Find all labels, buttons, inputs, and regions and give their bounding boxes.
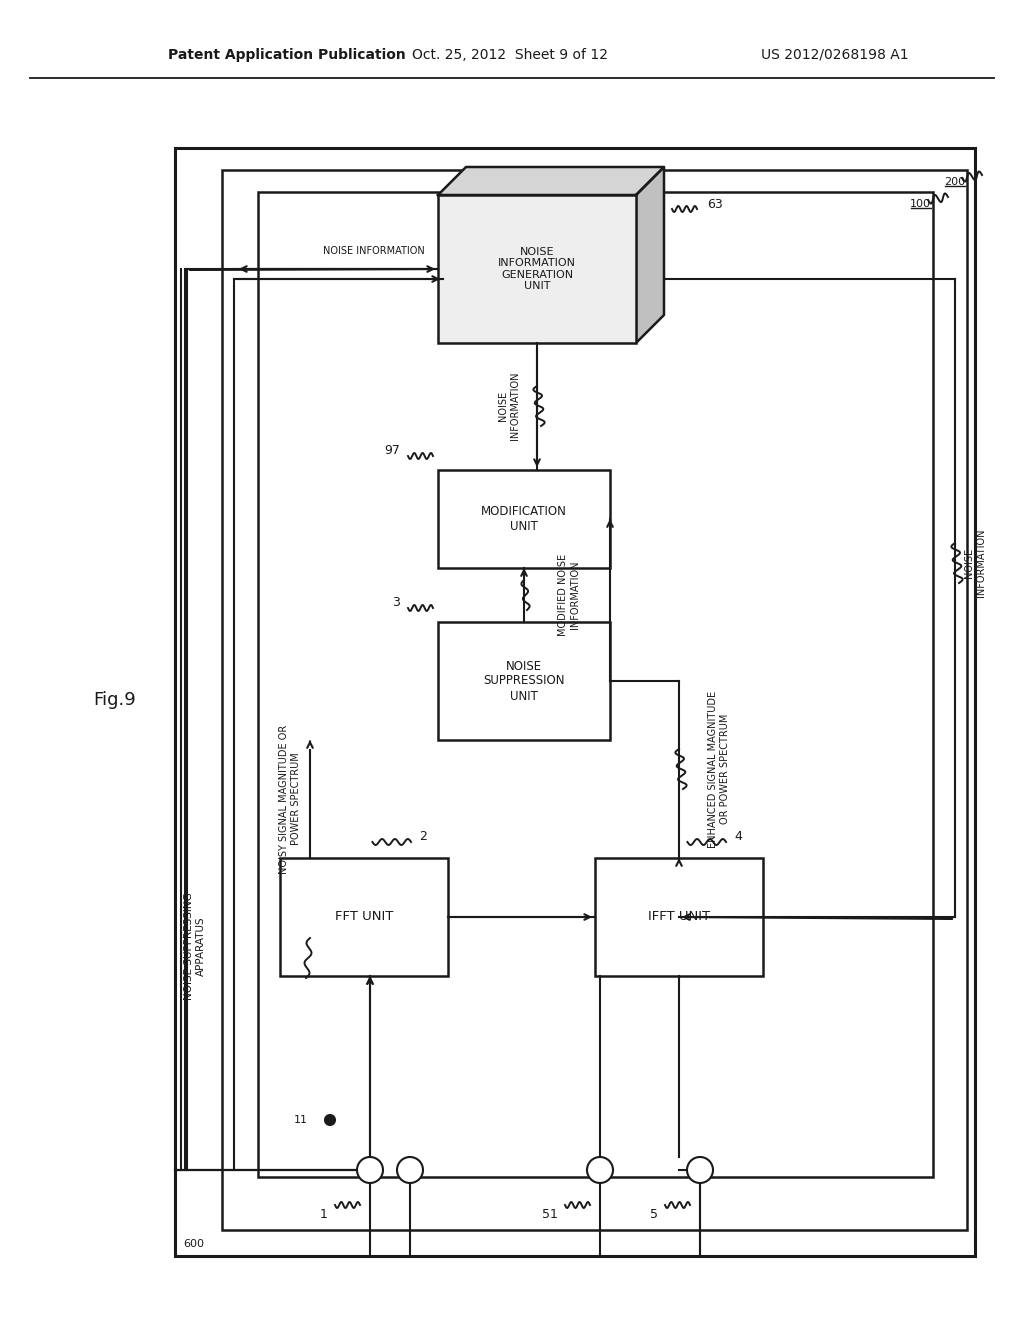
Text: NOISE
SUPPRESSION
UNIT: NOISE SUPPRESSION UNIT xyxy=(483,660,565,702)
Text: MODIFIED NOISE
INFORMATION: MODIFIED NOISE INFORMATION xyxy=(558,554,580,636)
Text: 200: 200 xyxy=(944,177,965,187)
Polygon shape xyxy=(438,168,664,195)
Circle shape xyxy=(687,1158,713,1183)
Text: 2: 2 xyxy=(420,829,427,842)
Text: 100: 100 xyxy=(910,199,931,209)
Text: Oct. 25, 2012  Sheet 9 of 12: Oct. 25, 2012 Sheet 9 of 12 xyxy=(412,48,608,62)
Circle shape xyxy=(325,1115,335,1125)
Text: 51: 51 xyxy=(542,1208,558,1221)
Text: 63: 63 xyxy=(707,198,723,211)
Polygon shape xyxy=(636,168,664,343)
Bar xyxy=(595,858,763,975)
Text: NOISE
INFORMATION
GENERATION
UNIT: NOISE INFORMATION GENERATION UNIT xyxy=(498,247,575,292)
Text: 11: 11 xyxy=(294,1115,308,1125)
Bar xyxy=(438,470,610,568)
Text: NOISY SIGNAL MAGNITUDE OR
POWER SPECTRUM: NOISY SIGNAL MAGNITUDE OR POWER SPECTRUM xyxy=(280,725,301,874)
Text: 5: 5 xyxy=(650,1208,658,1221)
Bar xyxy=(438,622,610,741)
Circle shape xyxy=(357,1158,383,1183)
Text: NOISE
INFORMATION: NOISE INFORMATION xyxy=(499,372,520,441)
Bar xyxy=(175,148,975,1257)
Text: 97: 97 xyxy=(384,444,400,457)
Bar xyxy=(258,191,933,1177)
Circle shape xyxy=(587,1158,613,1183)
Bar xyxy=(222,170,967,1230)
Text: Fig.9: Fig.9 xyxy=(93,690,136,709)
Circle shape xyxy=(397,1158,423,1183)
Text: NOISE INFORMATION: NOISE INFORMATION xyxy=(324,246,425,256)
Bar xyxy=(280,858,449,975)
Text: 600: 600 xyxy=(183,1239,204,1249)
Text: Patent Application Publication: Patent Application Publication xyxy=(168,48,406,62)
Text: ENHANCED SIGNAL MAGNITUDE
OR POWER SPECTRUM: ENHANCED SIGNAL MAGNITUDE OR POWER SPECT… xyxy=(709,690,730,847)
Text: US 2012/0268198 A1: US 2012/0268198 A1 xyxy=(761,48,909,62)
Text: MODIFICATION
UNIT: MODIFICATION UNIT xyxy=(481,506,567,533)
Text: FFT UNIT: FFT UNIT xyxy=(335,911,393,924)
Text: 1: 1 xyxy=(321,1208,328,1221)
Text: IFFT UNIT: IFFT UNIT xyxy=(648,911,710,924)
Text: NOISE SUPPRESSING
APPARATUS: NOISE SUPPRESSING APPARATUS xyxy=(184,892,206,999)
Text: 4: 4 xyxy=(734,829,742,842)
Bar xyxy=(438,195,636,343)
Text: 3: 3 xyxy=(392,595,400,609)
Text: NOISE
INFORMATION: NOISE INFORMATION xyxy=(965,529,986,597)
